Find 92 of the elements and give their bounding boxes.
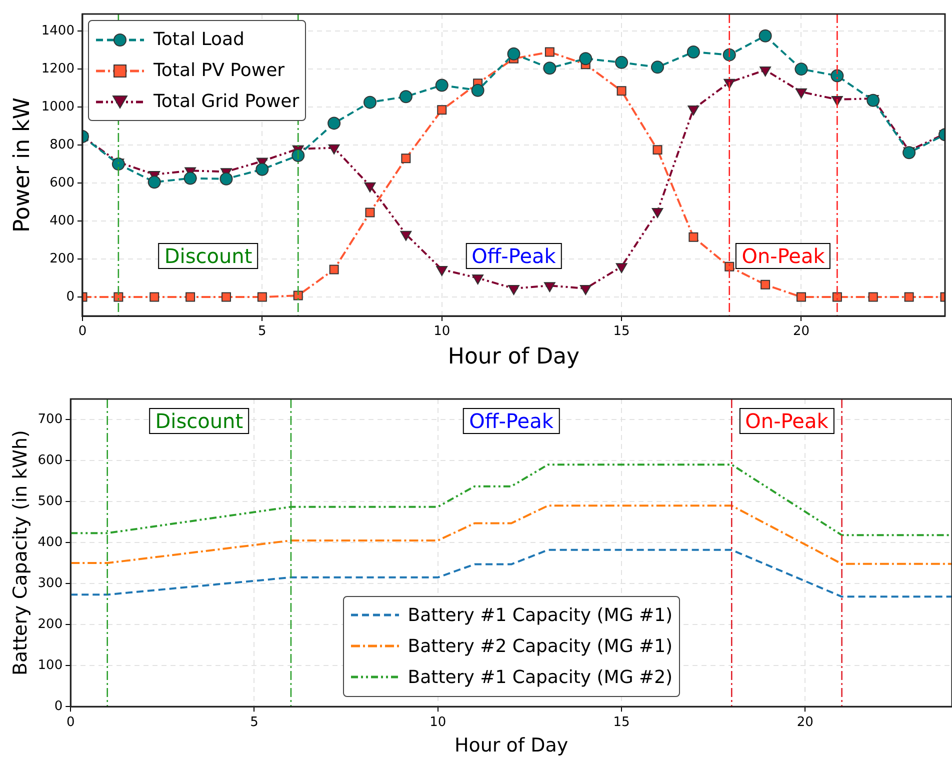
legend-label: Battery #1 Capacity (MG #2)	[408, 666, 673, 688]
point	[329, 264, 339, 274]
x-tick-label: 20	[796, 714, 814, 730]
point	[364, 182, 376, 192]
x-tick-label: 10	[434, 324, 450, 340]
line-series	[70, 548, 952, 598]
point	[760, 66, 772, 77]
point	[221, 292, 231, 302]
annotation: On-Peak	[739, 408, 834, 434]
x-tick-label: 15	[613, 324, 630, 340]
point	[436, 266, 448, 276]
y-tick-label: 200	[50, 251, 74, 266]
point	[688, 232, 698, 242]
y-tick-label: 0	[54, 698, 63, 714]
x-axis-title: Hour of Day	[454, 734, 568, 757]
y-tick-label: 400	[50, 213, 74, 228]
point	[472, 274, 484, 285]
point	[507, 47, 520, 60]
point	[616, 263, 628, 274]
annotation: Discount	[149, 408, 250, 434]
point	[184, 172, 197, 185]
x-tick-label: 20	[792, 324, 810, 340]
point	[794, 62, 808, 76]
point	[652, 208, 664, 218]
point	[579, 52, 592, 66]
y-tick-label: 1400	[41, 23, 74, 38]
point	[580, 284, 592, 295]
legend-label: Battery #1 Capacity (MG #1)	[408, 604, 673, 626]
point	[760, 280, 770, 290]
point	[830, 69, 844, 82]
y-tick-label: 700	[38, 412, 63, 427]
point	[220, 172, 233, 186]
y-tick-label: 1200	[41, 61, 74, 76]
point	[150, 292, 160, 302]
legend-label: Total Grid Power	[153, 91, 300, 112]
point	[615, 56, 628, 69]
point	[400, 230, 412, 241]
point	[686, 45, 700, 58]
point	[148, 176, 161, 189]
point	[652, 145, 662, 155]
point	[328, 144, 340, 154]
x-tick-label: 15	[613, 714, 630, 730]
line-series	[70, 504, 952, 565]
point	[544, 47, 554, 57]
y-tick-label: 500	[38, 494, 63, 509]
x-tick-label: 5	[258, 324, 266, 340]
point	[365, 208, 375, 218]
point	[471, 84, 484, 97]
legend-label: Total PV Power	[153, 60, 285, 81]
point	[508, 284, 520, 295]
point	[724, 262, 734, 272]
annotation: On-Peak	[736, 242, 831, 269]
y-tick-label: 200	[38, 616, 63, 632]
point	[650, 60, 664, 74]
y-axis-title: Power in kW	[10, 97, 35, 233]
point	[796, 292, 806, 302]
y-tick-label: 100	[38, 658, 63, 673]
x-tick-label: 0	[78, 324, 87, 340]
y-tick-label: 400	[38, 534, 63, 550]
point	[796, 88, 807, 98]
point	[114, 292, 124, 302]
point	[363, 96, 376, 109]
point	[616, 86, 626, 96]
x-tick-label: 5	[250, 714, 258, 730]
y-axis-title: Battery Capacity (in kWh)	[9, 430, 32, 676]
annotation: Off-Peak	[463, 408, 560, 434]
point	[257, 292, 267, 302]
y-tick-label: 800	[50, 137, 74, 152]
y-tick-label: 600	[38, 452, 63, 468]
y-tick-label: 300	[38, 576, 63, 591]
y-tick-label: 600	[50, 175, 74, 190]
point	[543, 62, 556, 75]
point	[435, 78, 448, 92]
y-tick-label: 0	[66, 289, 74, 304]
legend-label: Total Load	[153, 29, 244, 50]
legend-label: Battery #2 Capacity (MG #1)	[408, 636, 673, 657]
point	[437, 105, 447, 115]
annotation: Off-Peak	[466, 242, 562, 269]
point	[688, 105, 700, 116]
x-tick-label: 10	[430, 714, 446, 730]
point	[256, 162, 269, 176]
point	[868, 292, 878, 302]
y-tick-label: 1000	[41, 99, 74, 114]
point	[186, 292, 196, 302]
x-axis-title: Hour of Day	[448, 344, 580, 370]
annotation: Discount	[158, 242, 258, 269]
point	[758, 29, 772, 42]
point	[328, 116, 341, 130]
point	[399, 90, 412, 104]
point	[401, 154, 411, 164]
point	[904, 292, 914, 302]
point	[544, 282, 556, 292]
